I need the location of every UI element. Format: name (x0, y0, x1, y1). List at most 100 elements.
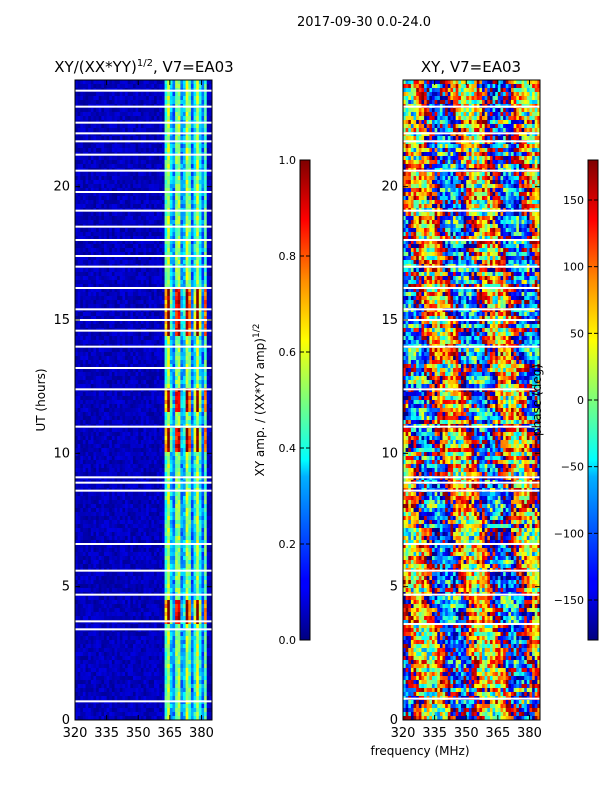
heatmap-cell (114, 136, 118, 141)
heatmap-cell (196, 128, 200, 133)
heatmap-cell (114, 356, 118, 361)
heatmap-cell (196, 300, 200, 305)
heatmap-cell (154, 236, 158, 241)
heatmap-cell (106, 200, 110, 205)
heatmap-cell (135, 364, 139, 369)
heatmap-cell (93, 448, 97, 453)
heatmap-cell (167, 292, 171, 297)
heatmap-cell (180, 336, 184, 341)
heatmap-cell (119, 172, 124, 177)
heatmap-cell (161, 288, 166, 293)
heatmap-cell (204, 100, 208, 105)
heatmap-cell (185, 100, 189, 105)
heatmap-cell (82, 300, 87, 305)
heatmap-cell (122, 432, 126, 437)
heatmap-cell (119, 268, 124, 273)
heatmap-cell (159, 376, 163, 381)
heatmap-cell (146, 300, 150, 305)
heatmap-cell (196, 436, 200, 441)
heatmap-cell (114, 244, 118, 249)
heatmap-cell (80, 332, 84, 337)
heatmap-cell (75, 252, 79, 257)
heatmap-cell (130, 276, 134, 281)
heatmap-cell (106, 164, 110, 169)
heatmap-cell (175, 296, 179, 301)
heatmap-cell (167, 124, 171, 129)
heatmap-cell (75, 320, 79, 325)
heatmap-cell (180, 352, 184, 357)
heatmap-cell (161, 284, 166, 289)
heatmap-cell (80, 376, 84, 381)
heatmap-cell (148, 136, 152, 141)
heatmap-cell (140, 356, 145, 361)
heatmap-cell (188, 412, 192, 417)
heatmap-cell (206, 228, 210, 233)
heatmap-cell (135, 188, 139, 193)
heatmap-cell (164, 396, 168, 401)
heatmap-cell (138, 284, 142, 289)
heatmap-cell (188, 392, 192, 397)
heatmap-cell (188, 228, 192, 233)
heatmap-cell (159, 244, 163, 249)
heatmap-cell (146, 284, 150, 289)
heatmap-cell (151, 216, 155, 221)
heatmap-cell (206, 336, 210, 341)
heatmap-cell (151, 192, 155, 197)
heatmap-cell (175, 436, 179, 441)
heatmap-cell (140, 292, 145, 297)
heatmap-cell (204, 364, 208, 369)
heatmap-cell (148, 288, 152, 293)
heatmap-cell (93, 320, 97, 325)
heatmap-cell (161, 396, 166, 401)
heatmap-cell (93, 360, 97, 365)
heatmap-cell (132, 392, 137, 397)
heatmap-cell (125, 272, 129, 277)
heatmap-cell (190, 80, 195, 85)
heatmap-cell (201, 116, 205, 121)
heatmap-cell (175, 416, 179, 421)
heatmap-cell (167, 176, 171, 181)
heatmap-cell (164, 196, 168, 201)
heatmap-cell (177, 292, 181, 297)
heatmap-cell (209, 248, 212, 253)
heatmap-cell (117, 176, 121, 181)
heatmap-cell (117, 212, 121, 217)
heatmap-cell (125, 364, 129, 369)
heatmap-cell (122, 240, 126, 245)
heatmap-cell (122, 452, 126, 457)
heatmap-cell (85, 280, 89, 285)
heatmap-cell (198, 440, 203, 445)
heatmap-cell (146, 364, 150, 369)
heatmap-cell (204, 144, 208, 149)
heatmap-cell (90, 148, 95, 153)
heatmap-cell (140, 84, 145, 89)
heatmap-cell (77, 444, 81, 449)
heatmap-cell (111, 392, 116, 397)
heatmap-cell (143, 112, 147, 117)
heatmap-cell (169, 412, 174, 417)
heatmap-cell (177, 252, 181, 257)
heatmap-cell (106, 304, 110, 309)
heatmap-cell (101, 124, 105, 129)
heatmap-cell (188, 440, 192, 445)
heatmap-cell (151, 220, 155, 225)
heatmap-cell (106, 280, 110, 285)
heatmap-cell (117, 268, 121, 273)
heatmap-cell (201, 112, 205, 117)
heatmap-cell (132, 144, 137, 149)
heatmap-cell (132, 364, 137, 369)
heatmap-cell (169, 376, 174, 381)
heatmap-cell (101, 400, 105, 405)
heatmap-cell (196, 348, 200, 353)
heatmap-cell (143, 412, 147, 417)
heatmap-cell (193, 420, 197, 425)
heatmap-cell (180, 276, 184, 281)
heatmap-cell (177, 452, 181, 457)
heatmap-cell (80, 232, 84, 237)
heatmap-cell (156, 296, 160, 301)
heatmap-cell (164, 292, 168, 297)
heatmap-cell (103, 408, 108, 413)
heatmap-cell (88, 96, 92, 101)
heatmap-cell (167, 348, 171, 353)
heatmap-cell (164, 192, 168, 197)
